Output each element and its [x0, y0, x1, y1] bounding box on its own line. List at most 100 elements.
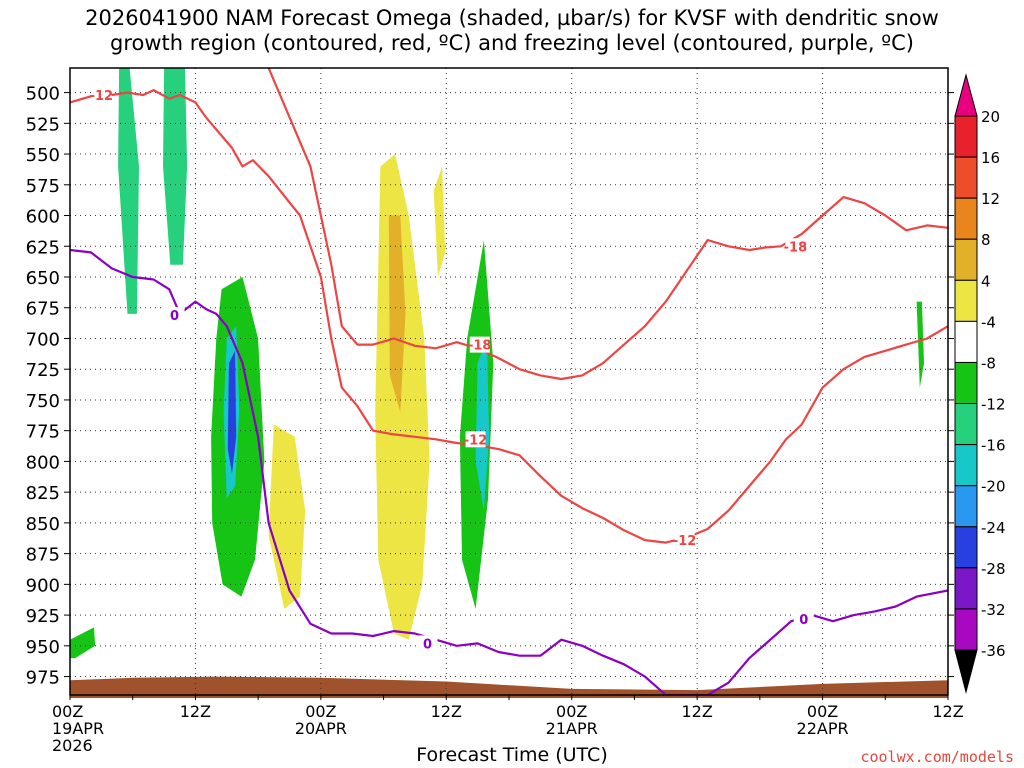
colorbar-swatch-0 — [954, 115, 978, 158]
colorbar-top-arrow — [954, 73, 978, 117]
contour-line-0 — [70, 89, 948, 544]
x-tick-label-48-1: 21APR — [546, 719, 598, 738]
omega-region-10 — [268, 424, 306, 609]
colorbar-swatch-3 — [954, 238, 978, 281]
colorbar-label-9: -20 — [981, 478, 1006, 496]
colorbar-label-6: -8 — [981, 354, 996, 372]
colorbar-swatch-11 — [954, 567, 978, 610]
y-tick-label-625: 625 — [26, 237, 60, 258]
contour-label-5: 0 — [170, 309, 179, 324]
y-tick-label-575: 575 — [26, 176, 60, 197]
colorbar-swatch-7 — [954, 403, 978, 446]
contour-label-bg-0 — [91, 87, 112, 104]
x-tick-label-0-1: 19APR — [52, 719, 104, 738]
x-tick-label-72-0: 00Z — [807, 702, 838, 721]
x-tick-label-0-0: 00Z — [52, 702, 83, 721]
colorbar-swatch-4 — [954, 279, 978, 322]
y-tick-label-600: 600 — [26, 207, 60, 228]
colorbar-swatch-6 — [954, 361, 978, 405]
omega-region-7 — [388, 215, 406, 413]
omega-region-9 — [475, 338, 490, 511]
contour-label-bg-4 — [785, 238, 806, 255]
colorbar-label-11: -28 — [981, 560, 1006, 578]
contour-label-bg-7 — [793, 610, 814, 627]
omega-region-6 — [375, 154, 430, 640]
colorbar-label-2: 12 — [981, 190, 1000, 208]
contour-label-1: -18 — [468, 339, 492, 354]
colorbar-swatch-1 — [954, 156, 978, 199]
y-tick-label-975: 975 — [26, 668, 60, 689]
colorbar-label-7: -12 — [981, 396, 1006, 414]
omega-region-0 — [118, 68, 139, 314]
y-tick-label-900: 900 — [26, 575, 60, 596]
y-tick-label-750: 750 — [26, 391, 60, 412]
colorbar-label-8: -16 — [981, 437, 1006, 455]
x-tick-label-0-2: 2026 — [52, 736, 93, 755]
x-tick-label-24-0: 00Z — [305, 702, 336, 721]
contour-label-bg-6 — [417, 635, 438, 652]
contour-label-bg-5 — [164, 307, 185, 324]
y-tick-label-700: 700 — [26, 329, 60, 350]
colorbar-swatch-8 — [954, 444, 978, 487]
y-tick-label-825: 825 — [26, 483, 60, 504]
contour-label-6: 0 — [423, 637, 432, 652]
y-tick-label-525: 525 — [26, 114, 60, 135]
y-tick-label-800: 800 — [26, 452, 60, 473]
contour-label-0: -12 — [90, 89, 114, 104]
contour-line-1 — [267, 68, 948, 381]
contour-label-bg-1 — [469, 336, 490, 353]
colorbar-label-3: 8 — [981, 231, 991, 249]
colorbar-swatch-9 — [954, 485, 978, 528]
chart-title: 2026041900 NAM Forecast Omega (shaded, µ… — [85, 6, 939, 55]
y-tick-label-775: 775 — [26, 422, 60, 443]
contours — [70, 68, 948, 695]
x-tick-label-12-0: 12Z — [180, 702, 211, 721]
colorbar-swatch-5 — [954, 320, 978, 363]
x-tick-label-24-1: 20APR — [295, 719, 347, 738]
colorbar-label-0: 20 — [981, 108, 1000, 126]
contour-line-2 — [70, 248, 948, 695]
contour-label-2: -12 — [464, 433, 488, 448]
colorbar-swatch-2 — [954, 197, 978, 240]
omega-region-11 — [70, 627, 96, 659]
gridlines — [69, 68, 949, 695]
x-tick-label-36-0: 12Z — [431, 702, 462, 721]
colorbar-label-5: -4 — [981, 313, 996, 331]
contour-label-bg-3 — [674, 532, 695, 549]
colorbar-swatch-10 — [954, 526, 978, 569]
y-tick-label-725: 725 — [26, 360, 60, 381]
colorbar-label-12: -32 — [981, 601, 1006, 619]
x-tick-label-60-0: 12Z — [681, 702, 712, 721]
omega-region-1 — [163, 68, 188, 265]
x-tick-label-84-0: 12Z — [932, 702, 963, 721]
omega-region-13 — [916, 301, 924, 388]
x-tick-label-72-1: 22APR — [797, 719, 849, 738]
colorbar-label-13: -36 — [981, 642, 1006, 660]
contour-label-3: -12 — [673, 534, 697, 549]
colorbar-swatch-12 — [954, 608, 978, 651]
omega-region-12 — [433, 166, 446, 277]
x-tick-label-48-0: 00Z — [556, 702, 587, 721]
omega-shading — [70, 68, 924, 659]
y-tick-label-500: 500 — [26, 84, 60, 105]
y-tick-label-950: 950 — [26, 637, 60, 658]
terrain-fill — [70, 676, 948, 698]
x-axis-label: Forecast Time (UTC) — [416, 744, 608, 766]
omega-region-5 — [321, 68, 335, 314]
y-tick-label-650: 650 — [26, 268, 60, 289]
colorbar-bottom-arrow — [954, 649, 978, 694]
contour-label-bg-2 — [465, 431, 486, 448]
omega-region-4 — [227, 350, 237, 474]
colorbar-label-10: -24 — [981, 519, 1006, 537]
y-tick-label-850: 850 — [26, 514, 60, 535]
colorbar-label-4: 4 — [981, 272, 991, 290]
plot-frame — [69, 67, 949, 696]
credit-text: coolwx.com/models — [860, 748, 1014, 766]
y-tick-label-675: 675 — [26, 299, 60, 320]
contour-label-7: 0 — [799, 613, 808, 628]
y-tick-label-875: 875 — [26, 545, 60, 566]
colorbar-label-1: 16 — [981, 149, 1000, 167]
contour-label-4: -18 — [784, 240, 808, 255]
y-tick-label-550: 550 — [26, 145, 60, 166]
